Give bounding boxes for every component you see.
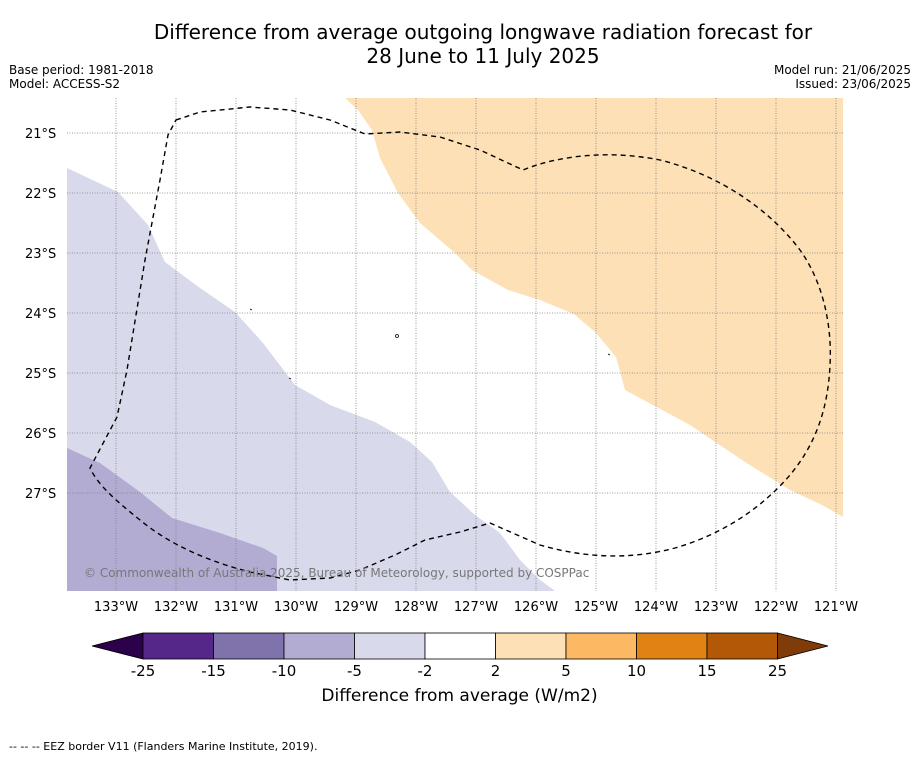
lon-label: 124°W xyxy=(634,600,678,615)
island-markers xyxy=(249,308,611,380)
lat-label: 23°S xyxy=(25,247,56,262)
lat-label: 27°S xyxy=(25,487,56,502)
issued-date: Issued: 23/06/2025 xyxy=(795,77,911,91)
meta-left: Base period: 1981-2018 Model: ACCESS-S2 xyxy=(9,63,154,91)
lon-label: 133°W xyxy=(94,600,138,615)
lat-labels: 21°S 22°S 23°S 24°S 25°S 26°S 27°S xyxy=(25,127,56,502)
title-line-2: 28 June to 11 July 2025 xyxy=(366,44,600,68)
base-period: Base period: 1981-2018 xyxy=(9,63,154,77)
lon-label: 132°W xyxy=(154,600,198,615)
colorbar-tick-label: 10 xyxy=(627,662,646,680)
lat-label: 25°S xyxy=(25,367,56,382)
lon-labels: 133°W 132°W 131°W 130°W 129°W 128°W 127°… xyxy=(94,600,858,615)
copyright-text: © Commonwealth of Australia 2025, Bureau… xyxy=(84,566,589,580)
colorbar-bin xyxy=(283,632,355,660)
anomaly-region-medium-purple xyxy=(67,448,277,591)
colorbar-tick-label: 5 xyxy=(561,662,571,680)
lon-label: 130°W xyxy=(274,600,318,615)
colorbar-title: Difference from average (W/m2) xyxy=(321,686,598,706)
colorbar-tick-label: -15 xyxy=(201,662,226,680)
colorbar-above-arrow xyxy=(777,632,829,660)
colorbar-tick-label: 15 xyxy=(697,662,716,680)
lon-label: 126°W xyxy=(514,600,558,615)
lat-gridlines xyxy=(67,132,843,494)
colorbar-bin xyxy=(213,632,285,660)
colorbar xyxy=(91,632,829,660)
model-run: Model run: 21/06/2025 xyxy=(773,63,911,77)
colorbar-tick-label: -2 xyxy=(418,662,433,680)
colorbar-bin xyxy=(706,632,778,660)
lon-label: 129°W xyxy=(334,600,378,615)
colorbar-labels: -25 -15 -10 -5 -2 2 5 10 15 25 xyxy=(131,662,787,680)
colorbar-bin xyxy=(424,632,496,660)
eez-border xyxy=(89,106,832,581)
colorbar-tick-label: 2 xyxy=(491,662,501,680)
lon-label: 127°W xyxy=(454,600,498,615)
colorbar-bin xyxy=(354,632,426,660)
lat-label: 21°S xyxy=(25,127,56,142)
colorbar-bin xyxy=(565,632,637,660)
map-panel xyxy=(67,98,843,591)
colorbar-tick-label: -10 xyxy=(272,662,297,680)
model-name: Model: ACCESS-S2 xyxy=(9,77,121,91)
footer-note: -- -- -- EEZ border V11 (Flanders Marine… xyxy=(9,740,318,753)
lon-label: 123°W xyxy=(694,600,738,615)
lat-label: 26°S xyxy=(25,427,56,442)
colorbar-bin xyxy=(636,632,708,660)
chart-title: Difference from average outgoing longwav… xyxy=(0,20,919,68)
lat-label: 22°S xyxy=(25,187,56,202)
colorbar-tick-label: -25 xyxy=(131,662,156,680)
lon-label: 128°W xyxy=(394,600,438,615)
lon-label: 122°W xyxy=(754,600,798,615)
meta-right: Model run: 21/06/2025 Issued: 23/06/2025 xyxy=(774,63,911,91)
title-line-1: Difference from average outgoing longwav… xyxy=(153,20,813,44)
anomaly-region-light-orange xyxy=(345,98,843,517)
lon-gridlines xyxy=(115,98,837,591)
anomaly-region-light-purple xyxy=(67,168,555,591)
colorbar-bin xyxy=(495,632,567,660)
colorbar-tick-label: 25 xyxy=(768,662,787,680)
lat-label: 24°S xyxy=(25,307,56,322)
colorbar-tick-label: -5 xyxy=(347,662,362,680)
colorbar-bin xyxy=(142,632,214,660)
lon-label: 125°W xyxy=(574,600,618,615)
colorbar-below-arrow xyxy=(91,632,144,660)
lon-label: 121°W xyxy=(814,600,858,615)
lon-label: 131°W xyxy=(214,600,258,615)
